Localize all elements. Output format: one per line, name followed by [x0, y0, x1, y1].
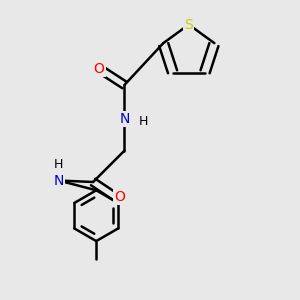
Text: H: H: [139, 115, 148, 128]
Text: O: O: [115, 190, 125, 204]
Text: O: O: [94, 61, 104, 76]
Text: S: S: [184, 18, 193, 32]
Text: H: H: [53, 158, 63, 171]
Text: N: N: [54, 173, 64, 188]
Text: N: N: [119, 112, 130, 126]
